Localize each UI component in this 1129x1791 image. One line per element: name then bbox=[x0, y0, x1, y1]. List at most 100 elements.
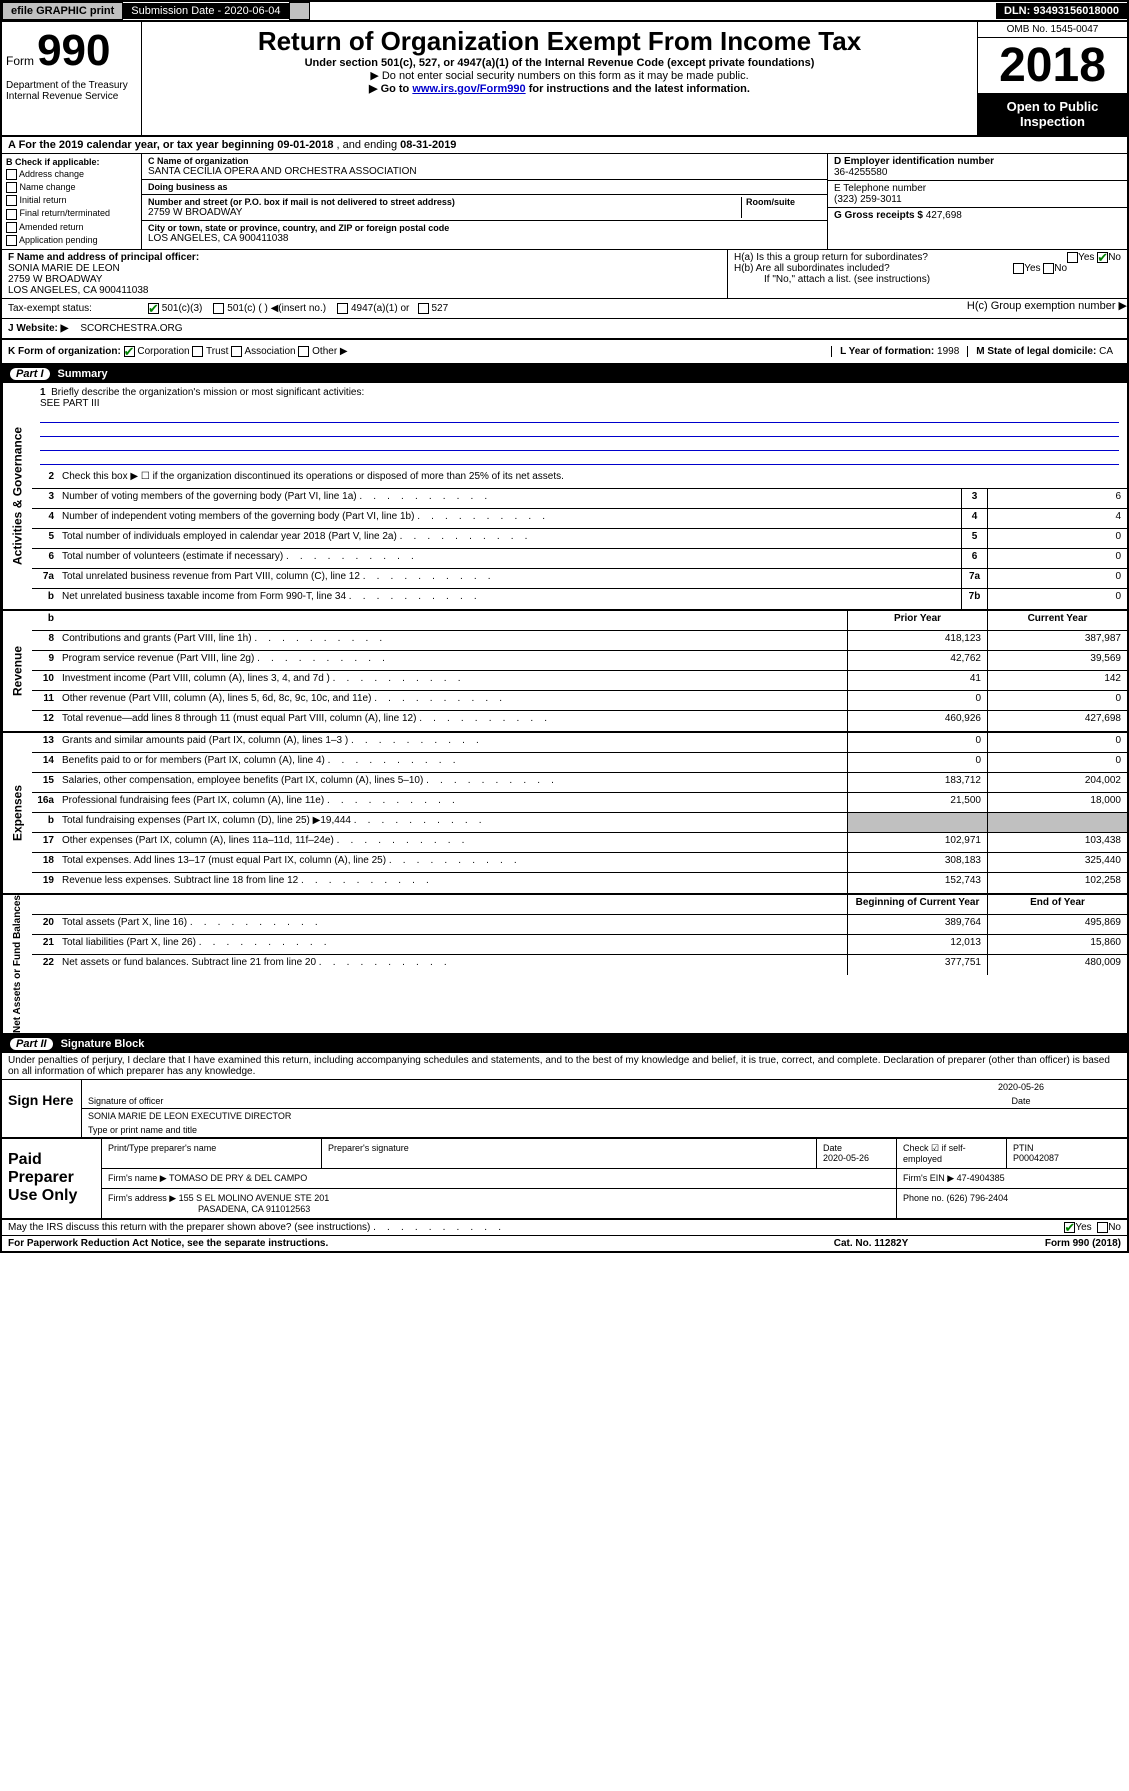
perjury-declaration: Under penalties of perjury, I declare th… bbox=[2, 1053, 1127, 1079]
org-name: SANTA CECILIA OPERA AND ORCHESTRA ASSOCI… bbox=[148, 166, 821, 177]
open-public-badge: Open to Public Inspection bbox=[978, 93, 1127, 135]
4947-checkbox[interactable] bbox=[337, 303, 348, 314]
bottom-row: For Paperwork Reduction Act Notice, see … bbox=[2, 1236, 1127, 1251]
row-i-tax-status: Tax-exempt status: 501(c)(3) 501(c) ( ) … bbox=[2, 299, 1127, 319]
application-pending-checkbox[interactable] bbox=[6, 235, 17, 246]
table-row: 12Total revenue—add lines 8 through 11 (… bbox=[32, 711, 1127, 731]
officer-name-title: SONIA MARIE DE LEON EXECUTIVE DIRECTOR bbox=[88, 1111, 291, 1121]
table-row: 4Number of independent voting members of… bbox=[32, 509, 1127, 529]
sig-date: 2020-05-26 bbox=[921, 1082, 1121, 1092]
name-change-checkbox[interactable] bbox=[6, 182, 17, 193]
discuss-row: May the IRS discuss this return with the… bbox=[2, 1220, 1127, 1236]
row-a-tax-year: A For the 2019 calendar year, or tax yea… bbox=[2, 137, 1127, 154]
cat-number: Cat. No. 11282Y bbox=[771, 1238, 971, 1249]
department-label: Department of the Treasury Internal Reve… bbox=[6, 76, 137, 106]
efile-print-button[interactable]: efile GRAPHIC print bbox=[2, 2, 123, 20]
officer-name: SONIA MARIE DE LEON bbox=[8, 263, 721, 274]
ha-yes-checkbox[interactable] bbox=[1067, 252, 1078, 263]
table-row: 19Revenue less expenses. Subtract line 1… bbox=[32, 873, 1127, 893]
netassets-section: Net Assets or Fund Balances Beginning of… bbox=[2, 895, 1127, 1035]
mission-block: 1 Briefly describe the organization's mi… bbox=[32, 383, 1127, 469]
row-j-website: J Website: ▶ SCORCHESTRA.ORG bbox=[2, 319, 1127, 340]
ptin: P00042087 bbox=[1013, 1153, 1059, 1163]
column-d-e-g: D Employer identification number 36-4255… bbox=[827, 154, 1127, 249]
address-change-checkbox[interactable] bbox=[6, 169, 17, 180]
table-row: 13Grants and similar amounts paid (Part … bbox=[32, 733, 1127, 753]
paid-preparer-label: Paid Preparer Use Only bbox=[2, 1139, 102, 1218]
self-employed-check: Check ☑ if self-employed bbox=[897, 1139, 1007, 1168]
table-row: 22Net assets or fund balances. Subtract … bbox=[32, 955, 1127, 975]
subtitle-2: ▶ Do not enter social security numbers o… bbox=[146, 69, 973, 82]
table-row: 5Total number of individuals employed in… bbox=[32, 529, 1127, 549]
association-checkbox[interactable] bbox=[231, 346, 242, 357]
corporation-checkbox[interactable] bbox=[124, 346, 135, 357]
year-formation: 1998 bbox=[937, 346, 959, 357]
trust-checkbox[interactable] bbox=[192, 346, 203, 357]
form-footer: Form 990 (2018) bbox=[971, 1238, 1121, 1249]
submission-date-label: Submission Date - 2020-06-04 bbox=[123, 3, 288, 19]
preparer-date: 2020-05-26 bbox=[823, 1153, 869, 1163]
form-title: Return of Organization Exempt From Incom… bbox=[146, 26, 973, 57]
submission-date-spacer bbox=[289, 2, 310, 20]
tax-year: 2018 bbox=[978, 38, 1127, 93]
initial-return-checkbox[interactable] bbox=[6, 195, 17, 206]
subtitle-1: Under section 501(c), 527, or 4947(a)(1)… bbox=[146, 57, 973, 69]
ein: 36-4255580 bbox=[834, 167, 1121, 178]
dln-label: DLN: 93493156018000 bbox=[996, 3, 1127, 19]
governance-section: Activities & Governance 1 Briefly descri… bbox=[2, 383, 1127, 611]
table-row: 16aProfessional fundraising fees (Part I… bbox=[32, 793, 1127, 813]
table-row: 7aTotal unrelated business revenue from … bbox=[32, 569, 1127, 589]
website-url: SCORCHESTRA.ORG bbox=[74, 319, 188, 338]
501c3-checkbox[interactable] bbox=[148, 303, 159, 314]
firm-ein: 47-4904385 bbox=[957, 1173, 1005, 1183]
table-row: 8Contributions and grants (Part VIII, li… bbox=[32, 631, 1127, 651]
irs-link[interactable]: www.irs.gov/Form990 bbox=[412, 83, 525, 95]
hc-group-exemption: H(c) Group exemption number ▶ bbox=[967, 299, 1127, 318]
omb-number: OMB No. 1545-0047 bbox=[978, 22, 1127, 38]
table-row: 20Total assets (Part X, line 16)389,7644… bbox=[32, 915, 1127, 935]
paid-preparer-block: Paid Preparer Use Only Print/Type prepar… bbox=[2, 1139, 1127, 1220]
column-c-org-info: C Name of organization SANTA CECILIA OPE… bbox=[142, 154, 827, 249]
row-k-form-org: K Form of organization: Corporation Trus… bbox=[2, 340, 1127, 365]
table-row: 3Number of voting members of the governi… bbox=[32, 489, 1127, 509]
part-1-header: Part I Summary bbox=[2, 365, 1127, 383]
hb-no-checkbox[interactable] bbox=[1043, 263, 1054, 274]
revenue-side-label: Revenue bbox=[2, 611, 32, 731]
table-row: 18Total expenses. Add lines 13–17 (must … bbox=[32, 853, 1127, 873]
hb-yes-checkbox[interactable] bbox=[1013, 263, 1024, 274]
table-row: 14Benefits paid to or for members (Part … bbox=[32, 753, 1127, 773]
form-number: 990 bbox=[37, 26, 110, 75]
firm-name: TOMASO DE PRY & DEL CAMPO bbox=[169, 1173, 307, 1183]
table-row: 15Salaries, other compensation, employee… bbox=[32, 773, 1127, 793]
section-b-to-g: B Check if applicable: Address change Na… bbox=[2, 154, 1127, 250]
501c-checkbox[interactable] bbox=[213, 303, 224, 314]
final-return-checkbox[interactable] bbox=[6, 209, 17, 220]
column-f-officer: F Name and address of principal officer:… bbox=[2, 250, 727, 298]
discuss-no-checkbox[interactable] bbox=[1097, 1222, 1108, 1233]
signature-block: Under penalties of perjury, I declare th… bbox=[2, 1053, 1127, 1139]
expenses-side-label: Expenses bbox=[2, 733, 32, 893]
discuss-yes-checkbox[interactable] bbox=[1064, 1222, 1075, 1233]
column-h-group: H(a) Is this a group return for subordin… bbox=[727, 250, 1127, 298]
ha-no-checkbox[interactable] bbox=[1097, 252, 1108, 263]
gross-receipts: 427,698 bbox=[926, 210, 962, 221]
table-row: 21Total liabilities (Part X, line 26)12,… bbox=[32, 935, 1127, 955]
mission-text: SEE PART III bbox=[40, 398, 99, 409]
form-number-block: Form 990 Department of the Treasury Inte… bbox=[2, 22, 142, 135]
form-header: Form 990 Department of the Treasury Inte… bbox=[2, 22, 1127, 137]
form-word: Form bbox=[6, 54, 34, 68]
telephone: (323) 259-3011 bbox=[834, 194, 1121, 205]
amended-return-checkbox[interactable] bbox=[6, 222, 17, 233]
expenses-section: Expenses 13Grants and similar amounts pa… bbox=[2, 733, 1127, 895]
top-bar: efile GRAPHIC print Submission Date - 20… bbox=[2, 2, 1127, 22]
section-f-h: F Name and address of principal officer:… bbox=[2, 250, 1127, 299]
table-row: bTotal fundraising expenses (Part IX, co… bbox=[32, 813, 1127, 833]
part-2-header: Part II Signature Block bbox=[2, 1035, 1127, 1053]
form-container: efile GRAPHIC print Submission Date - 20… bbox=[0, 0, 1129, 1253]
other-checkbox[interactable] bbox=[298, 346, 309, 357]
table-row: 10Investment income (Part VIII, column (… bbox=[32, 671, 1127, 691]
527-checkbox[interactable] bbox=[418, 303, 429, 314]
state-domicile: CA bbox=[1099, 346, 1113, 357]
city-state-zip: LOS ANGELES, CA 900411038 bbox=[148, 233, 821, 244]
column-b-checkboxes: B Check if applicable: Address change Na… bbox=[2, 154, 142, 249]
